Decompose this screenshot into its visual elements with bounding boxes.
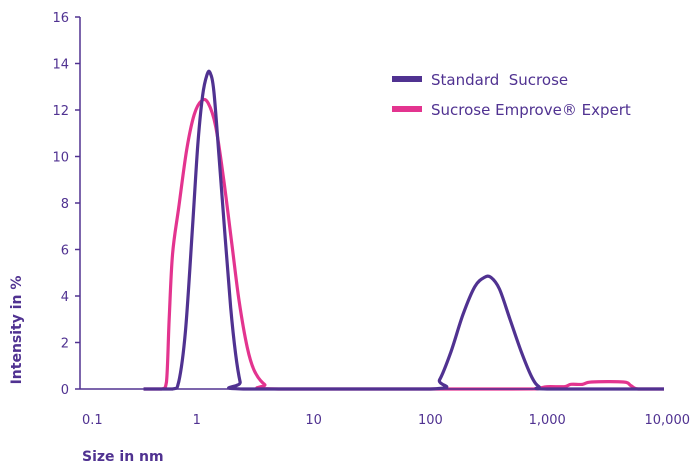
series-line-standard-sucrose (143, 69, 664, 391)
y-tick-label: 12 (52, 104, 69, 119)
y-tick-label: 10 (52, 151, 69, 166)
x-axis-title: Size in nm (82, 449, 164, 465)
y-tick-label: 4 (61, 290, 69, 305)
y-tick-label: 2 (61, 337, 69, 352)
legend: Standard Sucrose Sucrose Emprove® Expert (392, 71, 631, 119)
legend-label-standard-sucrose: Standard Sucrose (431, 71, 568, 89)
legend-item-standard-sucrose: Standard Sucrose (392, 71, 568, 89)
series-line-sucrose-emprove (143, 97, 664, 391)
plot-area (143, 69, 664, 391)
x-axis-ticks: 0.1 1 10 100 1,000 10,000 (82, 413, 690, 428)
legend-item-sucrose-emprove: Sucrose Emprove® Expert (392, 101, 631, 119)
x-tick-label: 100 (418, 413, 443, 428)
y-tick-label: 8 (61, 197, 69, 212)
y-tick-label: 14 (52, 58, 69, 73)
x-tick-label: 10 (305, 413, 322, 428)
x-tick-label: 1 (193, 413, 201, 428)
y-tick-label: 16 (52, 11, 69, 26)
y-tick-label: 6 (61, 244, 69, 259)
legend-swatch-sucrose-emprove (392, 106, 422, 112)
y-axis-title: Intensity in % (9, 276, 25, 385)
legend-label-sucrose-emprove: Sucrose Emprove® Expert (431, 101, 631, 119)
x-tick-label: 10,000 (645, 413, 691, 428)
x-tick-label: 1,000 (529, 413, 566, 428)
y-tick-label: 0 (61, 383, 69, 398)
legend-swatch-standard-sucrose (392, 76, 422, 82)
y-axis-ticks: 0 2 4 6 8 10 12 14 16 (52, 11, 80, 398)
x-tick-label: 0.1 (82, 413, 103, 428)
